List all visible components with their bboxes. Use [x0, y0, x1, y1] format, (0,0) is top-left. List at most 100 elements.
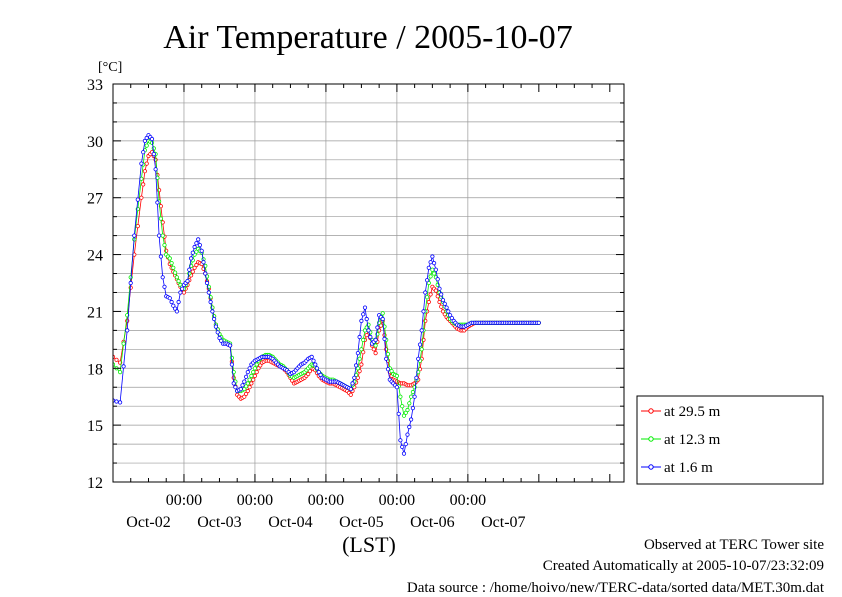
legend: at 29.5 m at 12.3 m at 1.6 m	[636, 395, 824, 485]
data-point	[180, 286, 185, 291]
data-point	[311, 358, 316, 363]
x-date-label: Oct-03	[197, 514, 241, 531]
x-time-label: 00:00	[237, 492, 273, 509]
data-point	[361, 337, 366, 342]
data-point	[244, 374, 249, 379]
data-point	[128, 280, 133, 286]
data-point	[160, 275, 165, 280]
data-point	[144, 135, 149, 141]
data-point	[431, 271, 437, 276]
data-point	[97, 348, 100, 351]
data-point	[204, 280, 210, 286]
x-time-label: 00:00	[450, 492, 486, 509]
data-point	[203, 271, 208, 276]
data-point	[252, 366, 257, 371]
data-point	[426, 299, 431, 305]
data-point	[348, 392, 353, 397]
data-point	[233, 385, 238, 390]
data-point	[407, 401, 412, 406]
legend-marker	[648, 464, 654, 470]
data-point	[426, 265, 431, 270]
data-point	[208, 299, 213, 305]
data-point	[439, 292, 444, 297]
data-point	[245, 388, 250, 394]
data-point	[153, 167, 158, 172]
data-point	[242, 379, 247, 384]
data-point	[210, 309, 215, 314]
data-point	[385, 367, 391, 372]
data-point	[158, 216, 163, 221]
data-point	[442, 301, 447, 306]
data-point	[419, 328, 424, 333]
x-time-label: 00:00	[379, 492, 415, 509]
data-point	[219, 338, 224, 343]
data-point	[314, 366, 320, 371]
data-point	[104, 351, 107, 354]
data-point	[357, 334, 362, 340]
data-point	[212, 316, 217, 322]
data-point	[371, 347, 376, 352]
data-point	[428, 274, 433, 279]
data-point	[400, 404, 405, 409]
data-point	[414, 375, 419, 380]
data-point	[396, 411, 401, 416]
data-point	[384, 356, 389, 361]
data-point	[118, 400, 123, 405]
data-point	[97, 351, 100, 354]
x-date-label: Oct-07	[481, 514, 525, 531]
data-point	[398, 394, 403, 399]
data-point	[430, 254, 435, 259]
data-point	[192, 244, 197, 250]
x-time-label: 00:00	[308, 492, 344, 509]
data-point	[449, 315, 454, 321]
legend-box	[636, 395, 824, 485]
y-tick-label: 15	[87, 418, 103, 435]
data-point	[97, 386, 100, 389]
data-point	[254, 362, 259, 367]
data-point	[313, 362, 318, 367]
data-point	[176, 278, 181, 284]
data-point	[410, 389, 415, 395]
data-point	[353, 363, 359, 368]
data-point	[433, 267, 438, 272]
data-point	[135, 197, 140, 202]
data-point	[174, 309, 179, 314]
data-point	[394, 385, 399, 390]
data-point	[435, 277, 440, 282]
data-point	[428, 292, 433, 297]
series-1	[97, 150, 541, 401]
data-point	[185, 278, 190, 284]
data-point	[101, 354, 104, 357]
series-layer	[97, 133, 541, 456]
data-point	[247, 385, 252, 390]
data-point	[247, 366, 252, 371]
data-point	[238, 386, 243, 392]
data-point	[141, 150, 146, 155]
data-point	[435, 294, 440, 299]
data-point	[424, 295, 430, 300]
legend-label: at 29.5 m	[664, 404, 721, 420]
data-point	[240, 383, 245, 388]
data-point	[290, 378, 295, 383]
data-point	[366, 328, 371, 333]
data-point	[350, 381, 355, 386]
y-tick-label: 12	[87, 475, 103, 492]
data-point	[446, 309, 451, 314]
data-point	[139, 161, 144, 166]
data-point	[407, 424, 412, 430]
data-point	[361, 312, 366, 317]
data-point	[410, 405, 415, 411]
data-point	[361, 350, 366, 355]
data-point	[439, 304, 444, 309]
data-point	[213, 324, 218, 329]
data-point	[394, 373, 399, 378]
data-point	[419, 347, 424, 352]
data-point	[405, 432, 410, 437]
y-tick-label: 18	[87, 361, 103, 378]
data-point	[417, 342, 423, 347]
data-point	[359, 318, 364, 323]
data-point	[357, 356, 362, 361]
data-point	[318, 372, 323, 377]
data-point	[242, 394, 247, 399]
